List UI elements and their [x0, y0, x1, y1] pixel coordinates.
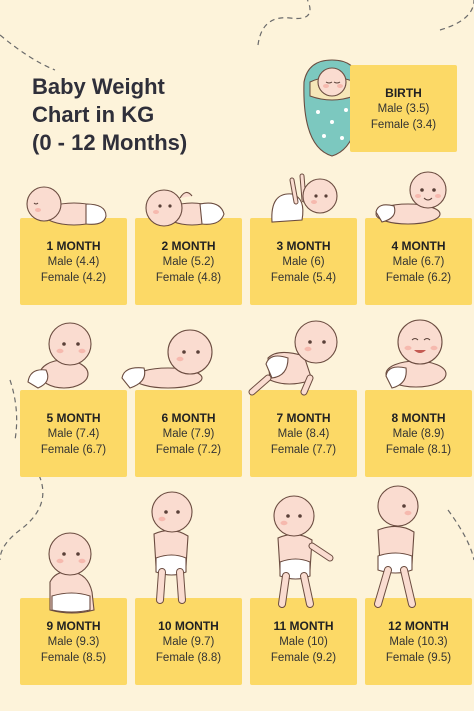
- male-weight: Male (10.3): [389, 635, 448, 648]
- female-weight: Female (8.8): [155, 651, 222, 664]
- baby-standing-illustration: [151, 491, 193, 604]
- male-weight: Male (8.4): [277, 427, 330, 440]
- month-5-card: 5 MONTH Male (7.4) Female (6.7): [20, 390, 127, 477]
- male-weight: Male (4.4): [47, 255, 100, 268]
- month-6-card: 6 MONTH Male (7.9) Female (7.2): [135, 390, 242, 477]
- female-weight: Female (5.4): [270, 271, 337, 284]
- month-1-card: 1 MONTH Male (4.4) Female (4.2): [20, 218, 127, 305]
- baby-lying-illustration: [26, 186, 107, 226]
- female-weight: Female (9.2): [270, 651, 337, 664]
- month-8-card: 8 MONTH Male (8.9) Female (8.1): [365, 390, 472, 477]
- baby-sitting-up-illustration: [48, 532, 95, 614]
- birth-card: BIRTH Male (3.5) Female (3.4): [350, 65, 457, 152]
- month-label: 12 MONTH: [388, 618, 449, 633]
- female-weight: Female (7.7): [270, 443, 337, 456]
- male-weight: Male (7.9): [162, 427, 215, 440]
- month-12-card: 12 MONTH Male (10.3) Female (9.5): [365, 598, 472, 685]
- female-weight: Female (4.2): [40, 271, 107, 284]
- month-4-card: 4 MONTH Male (6.7) Female (6.2): [365, 218, 472, 305]
- female-weight: Female (9.5): [385, 651, 452, 664]
- male-weight: Male (6): [282, 255, 325, 268]
- male-weight: Male (8.9): [392, 427, 445, 440]
- baby-walking-side-illustration: [374, 485, 419, 608]
- title-line: Baby Weight: [32, 74, 165, 99]
- month-label: 8 MONTH: [391, 410, 446, 425]
- month-10-card: 10 MONTH Male (9.7) Female (8.8): [135, 598, 242, 685]
- baby-lying-back-illustration: [145, 189, 225, 227]
- title-line: (0 - 12 Months): [32, 130, 188, 155]
- baby-tummy-time-illustration: [375, 171, 447, 225]
- month-label: 11 MONTH: [273, 618, 334, 633]
- month-label: 1 MONTH: [46, 238, 101, 253]
- baby-lying-smiling-illustration: [385, 319, 447, 389]
- birth-male-weight: Male (3.5): [377, 102, 430, 115]
- birth-label: BIRTH: [385, 85, 422, 100]
- month-label: 3 MONTH: [276, 238, 331, 253]
- male-weight: Male (10): [279, 635, 328, 648]
- swaddled-newborn-illustration: [303, 59, 361, 157]
- birth-female-weight: Female (3.4): [370, 118, 437, 131]
- month-label: 9 MONTH: [46, 618, 101, 633]
- male-weight: Male (9.3): [47, 635, 100, 648]
- female-weight: Female (8.1): [385, 443, 452, 456]
- month-label: 6 MONTH: [161, 410, 216, 425]
- month-label: 2 MONTH: [161, 238, 216, 253]
- female-weight: Female (6.2): [385, 271, 452, 284]
- baby-sitting-illustration: [27, 322, 92, 389]
- chart-title: Baby Weight Chart in KG (0 - 12 Months): [32, 73, 242, 157]
- female-weight: Female (7.2): [155, 443, 222, 456]
- baby-walking-illustration: [273, 495, 334, 608]
- female-weight: Female (4.8): [155, 271, 222, 284]
- baby-playing-illustration: [271, 173, 338, 223]
- baby-crawling-prone-illustration: [121, 329, 213, 389]
- male-weight: Male (5.2): [162, 255, 215, 268]
- month-11-card: 11 MONTH Male (10) Female (9.2): [250, 598, 357, 685]
- male-weight: Male (6.7): [392, 255, 445, 268]
- month-label: 10 MONTH: [158, 618, 219, 633]
- month-label: 5 MONTH: [46, 410, 101, 425]
- month-label: 7 MONTH: [276, 410, 331, 425]
- male-weight: Male (9.7): [162, 635, 215, 648]
- female-weight: Female (8.5): [40, 651, 107, 664]
- month-2-card: 2 MONTH Male (5.2) Female (4.8): [135, 218, 242, 305]
- baby-crawling-illustration: [248, 320, 338, 396]
- male-weight: Male (7.4): [47, 427, 100, 440]
- month-7-card: 7 MONTH Male (8.4) Female (7.7): [250, 390, 357, 477]
- month-3-card: 3 MONTH Male (6) Female (5.4): [250, 218, 357, 305]
- title-line: Chart in KG: [32, 102, 155, 127]
- female-weight: Female (6.7): [40, 443, 107, 456]
- month-label: 4 MONTH: [391, 238, 446, 253]
